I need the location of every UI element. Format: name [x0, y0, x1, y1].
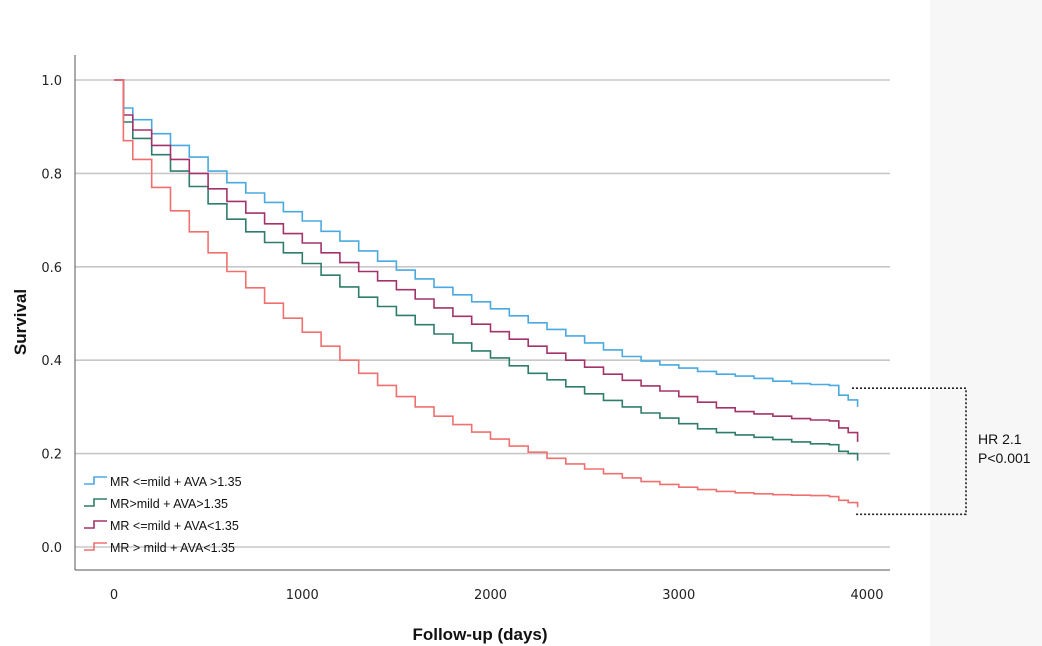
x-tick-label: 4000 — [850, 588, 883, 603]
y-tick-label: 0.4 — [41, 354, 62, 369]
y-tick-label: 0.2 — [41, 448, 62, 463]
survival-curve-series-4 — [114, 79, 859, 508]
legend-swatch — [84, 542, 107, 551]
survival-curve-series-3 — [114, 79, 859, 442]
axes — [74, 55, 890, 571]
tick-labels: 0.0 0.2 0.4 0.6 0.8 1.0 0 1000 2000 3000 4000 — [41, 74, 883, 603]
legend-swatch — [84, 498, 107, 507]
survival-curve-series-1 — [114, 79, 859, 407]
legend-label: MR <=mild + AVA >1.35 — [110, 475, 242, 489]
legend-label: MR <=mild + AVA<1.35 — [110, 519, 239, 533]
y-tick-label: 0.8 — [41, 167, 62, 182]
y-tick-label: 0.6 — [41, 261, 62, 276]
x-tick-label: 1000 — [286, 588, 319, 603]
x-axis-title: Follow-up (days) — [412, 625, 547, 644]
legend-label: MR>mild + AVA>1.35 — [110, 497, 228, 511]
right-margin-panel — [930, 0, 1042, 646]
hr-text: P<0.001 — [978, 450, 1031, 466]
hr-text: HR 2.1 — [978, 431, 1022, 447]
y-axis-title: Survival — [11, 289, 30, 355]
x-tick-label: 3000 — [662, 588, 695, 603]
survival-curve-series-2 — [114, 79, 859, 461]
x-tick-label: 2000 — [474, 588, 507, 603]
y-tick-label: 1.0 — [41, 74, 62, 89]
survival-curves — [114, 79, 859, 508]
hr-bracket — [852, 387, 967, 516]
x-tick-label: 0 — [110, 588, 118, 603]
legend-label: MR > mild + AVA<1.35 — [110, 541, 235, 555]
hr-annotation: HR 2.1 P<0.001 — [852, 387, 1031, 516]
gridlines — [75, 79, 890, 548]
legend-swatch — [84, 476, 107, 485]
legend: MR <=mild + AVA >1.35 MR>mild + AVA>1.35 M… — [84, 475, 242, 555]
legend-swatch — [84, 520, 107, 529]
y-tick-label: 0.0 — [41, 541, 62, 556]
